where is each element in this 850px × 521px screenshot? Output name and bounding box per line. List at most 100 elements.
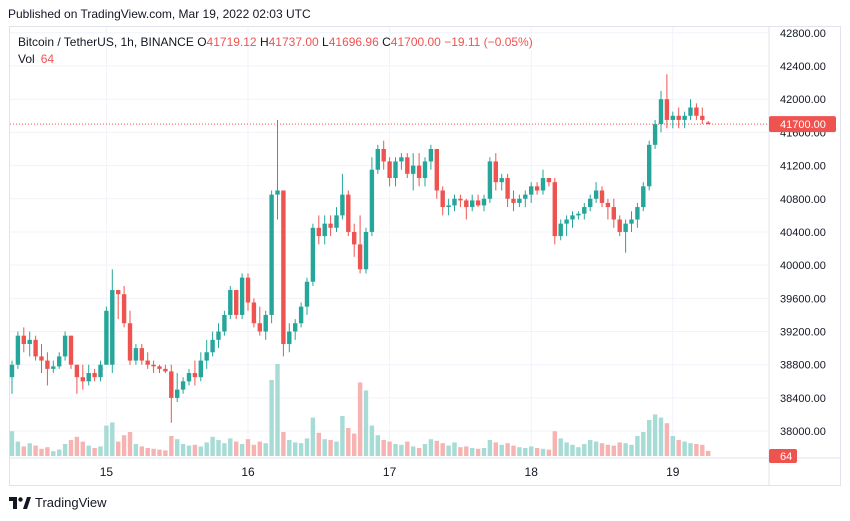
x-tick-label: 17 (383, 465, 397, 479)
y-tick-label: 40400.00 (780, 227, 826, 239)
volume-bar (700, 444, 705, 456)
last-volume-label: 64 (780, 451, 792, 463)
volume-bar (322, 439, 327, 456)
volume-bar (458, 447, 463, 456)
volume-bar (611, 445, 616, 456)
volume-bar (381, 440, 386, 456)
volume-bar (269, 380, 274, 456)
candle-body (269, 194, 274, 315)
volume-bar (446, 445, 451, 456)
candle-body (74, 364, 80, 378)
candle-body (251, 302, 257, 324)
volume-bar (352, 433, 357, 456)
y-tick-label: 40800.00 (780, 194, 826, 206)
candle-body (605, 202, 611, 208)
candle-body (434, 148, 439, 191)
volume-bar (517, 447, 522, 456)
candle-body (652, 124, 658, 145)
candle-body (328, 223, 333, 228)
volume-bar (80, 441, 85, 456)
candle-body (9, 364, 15, 378)
candle-body (121, 294, 127, 324)
candle-body (499, 178, 504, 183)
volume-bar (570, 444, 575, 456)
volume-bar (676, 440, 681, 456)
candle-body (322, 223, 327, 237)
candle-body (411, 165, 416, 174)
close-label: C (382, 35, 391, 49)
volume-bar (440, 443, 445, 456)
x-tick-label: 16 (241, 465, 255, 479)
candle-body (576, 213, 581, 216)
candle-body (670, 115, 675, 120)
volume-bar (180, 444, 186, 456)
volume-bar (175, 439, 180, 456)
volume-bar (641, 432, 646, 456)
candle-body (588, 198, 593, 208)
candle-body (706, 122, 711, 125)
volume-bar (499, 444, 504, 456)
volume-bar (411, 446, 416, 456)
candle-body (57, 356, 62, 367)
candle-body (617, 219, 622, 232)
high-label: H (259, 35, 269, 49)
volume-bar (452, 442, 457, 456)
volume-bar (45, 447, 50, 456)
volume-bar (334, 441, 339, 456)
volume-bar (98, 446, 103, 456)
candle-body (399, 157, 404, 162)
candle-body (428, 148, 434, 162)
volume-bar (511, 445, 516, 456)
volume-bar (635, 436, 640, 456)
candle-body (505, 178, 510, 199)
volume-bar (534, 448, 540, 456)
candle-body (393, 161, 398, 179)
volume-bar (576, 447, 581, 456)
volume-bar (540, 448, 546, 456)
candle-body (363, 231, 369, 270)
candle-body (552, 182, 557, 237)
volume-bar (186, 445, 192, 456)
volume-bar (658, 417, 664, 456)
volume-bar (316, 432, 321, 456)
candle-body (192, 373, 198, 378)
volume-bar (434, 440, 439, 456)
candle-body (92, 373, 97, 378)
volume-bar (251, 444, 257, 456)
volume-bar (86, 445, 91, 456)
volume-bar (582, 444, 587, 456)
candle-body (151, 364, 156, 367)
candle-body (452, 198, 457, 206)
volume-bar (629, 444, 634, 456)
volume-bar (151, 448, 156, 456)
volume-bar (593, 441, 599, 456)
volume-bar (104, 425, 109, 456)
volume-bar (558, 438, 563, 456)
candle-body (216, 331, 221, 340)
candle-body (599, 190, 605, 203)
tradingview-brand[interactable]: TradingView (9, 495, 107, 510)
volume-bar (464, 446, 469, 456)
volume-legend: Vol 64 (18, 52, 54, 66)
volume-bar (222, 443, 227, 456)
volume-bar (145, 448, 150, 456)
y-tick-label: 38400.00 (780, 393, 826, 405)
candle-body (340, 194, 345, 216)
volume-bar (564, 442, 569, 456)
volume-bar (664, 423, 670, 456)
candle-body (593, 190, 599, 199)
candle-body (629, 219, 634, 224)
volume-bar (121, 435, 127, 456)
candle-body (558, 223, 563, 237)
y-tick-label: 39600.00 (780, 293, 826, 305)
candle-body (275, 190, 280, 195)
volume-bar (422, 444, 428, 456)
volume-bar (281, 432, 286, 456)
volume-bar (133, 444, 139, 456)
close-value: 41700.00 (390, 35, 441, 49)
volume-bar (363, 390, 369, 456)
volume-bar (481, 448, 487, 456)
volume-bar (62, 444, 68, 456)
volume-bar (293, 442, 298, 456)
